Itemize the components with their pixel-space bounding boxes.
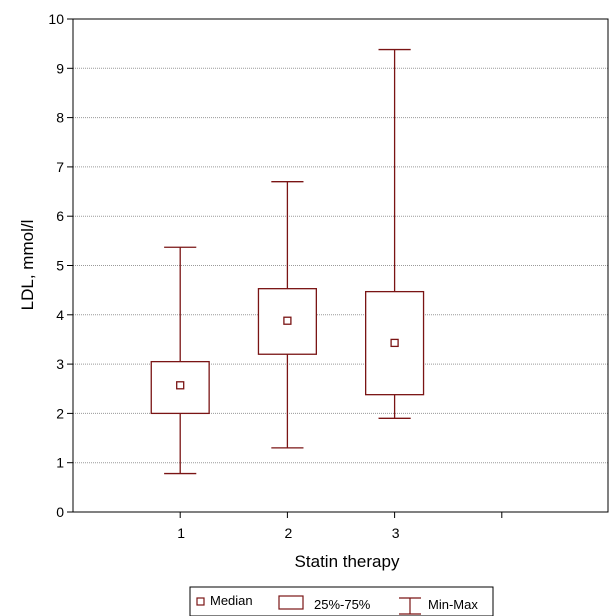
- legend-frame: [189, 586, 494, 616]
- y-tick-label: 5: [56, 258, 64, 274]
- y-tick-label: 9: [56, 60, 64, 76]
- legend-iqr-symbol: [278, 595, 304, 610]
- median-marker: [390, 338, 399, 348]
- box-group-3: [365, 48, 425, 419]
- box-group-2: [257, 181, 317, 449]
- y-tick-label: 0: [56, 504, 64, 520]
- iqr-box: [150, 360, 210, 415]
- y-axis-ticks: 0 1 2 3 4 5 6 7 8 9 10: [48, 11, 73, 520]
- x-axis-title: Statin therapy: [295, 552, 400, 571]
- y-tick-label: 1: [56, 455, 64, 471]
- y-tick-label: 6: [56, 208, 64, 224]
- median-marker: [283, 316, 292, 325]
- y-tick-label: 7: [56, 159, 64, 175]
- x-tick-label: 1: [177, 525, 185, 541]
- legend: Median 25%-75% Min-Max: [189, 586, 494, 616]
- box-group-1: [150, 246, 210, 475]
- y-tick-label: 10: [48, 11, 64, 27]
- boxes: [150, 48, 425, 475]
- y-axis-title: LDL, mmol/l: [18, 220, 37, 311]
- y-tick-label: 4: [56, 307, 64, 323]
- x-tick-label: 3: [392, 525, 400, 541]
- legend-label-range: Min-Max: [428, 597, 478, 612]
- x-axis-ticks: 1 2 3: [177, 512, 503, 541]
- y-tick-label: 2: [56, 405, 64, 421]
- grid-lines: [73, 67, 609, 464]
- legend-label-iqr: 25%-75%: [314, 597, 371, 612]
- legend-label-median: Median: [210, 593, 253, 608]
- legend-items: Median 25%-75% Min-Max: [196, 593, 478, 615]
- median-marker: [176, 381, 185, 390]
- x-tick-label: 2: [285, 525, 293, 541]
- legend-median-symbol: [196, 597, 205, 606]
- y-tick-label: 8: [56, 110, 64, 126]
- y-tick-label: 3: [56, 356, 64, 372]
